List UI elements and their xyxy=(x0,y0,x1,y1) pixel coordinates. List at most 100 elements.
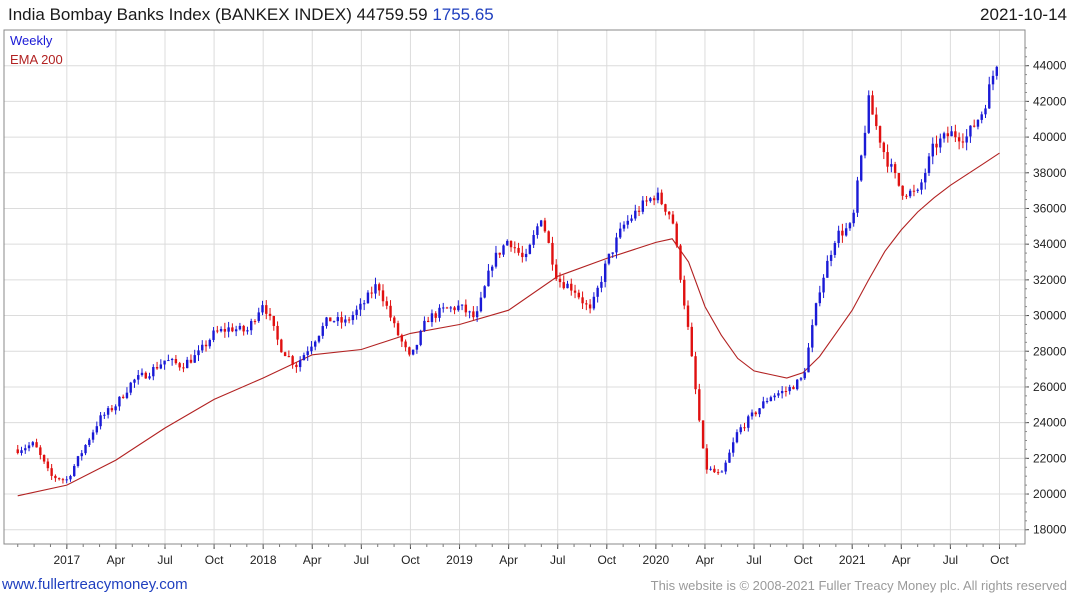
candle-body xyxy=(739,427,742,433)
chart-title: India Bombay Banks Index (BANKEX INDEX) … xyxy=(8,5,494,25)
x-tick-label: Jul xyxy=(943,553,958,567)
candle-body xyxy=(201,344,204,351)
candle-body xyxy=(295,364,298,368)
candle-body xyxy=(137,375,140,380)
candle-body xyxy=(871,95,874,115)
candle-body xyxy=(54,475,57,479)
candle-body xyxy=(694,356,697,390)
candle-body xyxy=(539,220,543,227)
x-tick-label: Oct xyxy=(597,553,616,567)
candle-body xyxy=(479,297,483,312)
candle-body xyxy=(524,253,528,258)
candle-body xyxy=(536,226,539,235)
candle-body xyxy=(197,350,200,356)
candle-body xyxy=(991,75,995,85)
candle-body xyxy=(351,314,355,321)
candle-body xyxy=(818,292,822,304)
candle-body xyxy=(799,378,803,380)
candle-body xyxy=(118,396,121,407)
candle-body xyxy=(856,180,859,213)
candle-body xyxy=(404,341,407,348)
candle-body xyxy=(174,358,178,364)
candle-body xyxy=(362,303,366,305)
candle-body xyxy=(667,211,671,215)
candle-body xyxy=(400,335,404,342)
candle-body xyxy=(246,330,249,332)
candle-body xyxy=(494,252,498,267)
candle-body xyxy=(155,367,159,369)
candle-body xyxy=(219,329,223,332)
candle-body xyxy=(649,198,652,202)
candle-body xyxy=(487,270,490,287)
price-change: 1755.65 xyxy=(432,5,494,24)
candle-body xyxy=(927,156,931,174)
candle-body xyxy=(878,126,882,143)
candle-body xyxy=(185,359,189,369)
y-tick-label: 40000 xyxy=(1033,130,1067,144)
y-tick-label: 30000 xyxy=(1033,309,1067,323)
candle-body xyxy=(133,379,136,383)
candle-body xyxy=(641,200,645,212)
candle-body xyxy=(344,319,347,323)
candle-body xyxy=(475,311,479,318)
candle-body xyxy=(140,372,144,376)
candle-body xyxy=(35,442,38,448)
candle-body xyxy=(359,303,362,310)
candle-body xyxy=(716,472,720,474)
candle-body xyxy=(581,297,584,304)
candle-body xyxy=(652,198,656,201)
candle-body xyxy=(408,347,411,355)
y-tick-label: 38000 xyxy=(1033,166,1067,180)
candle-body xyxy=(460,304,464,306)
candle-body xyxy=(622,224,626,229)
candle-body xyxy=(438,307,441,318)
candle-body xyxy=(811,325,814,348)
site-link[interactable]: www.fullertreacymoney.com xyxy=(2,576,188,593)
candle-body xyxy=(946,133,950,137)
candle-body xyxy=(385,301,388,306)
candle-body xyxy=(615,237,618,253)
candle-body xyxy=(234,329,238,332)
candle-body xyxy=(773,395,776,398)
candle-body xyxy=(837,230,840,244)
candle-body xyxy=(886,152,889,167)
candle-body xyxy=(939,138,942,148)
candle-body xyxy=(502,245,505,255)
candle-body xyxy=(291,356,294,365)
candle-body xyxy=(683,279,686,306)
candle-body xyxy=(306,351,309,356)
candle-body xyxy=(796,379,799,390)
candle-body xyxy=(517,247,520,253)
candle-body xyxy=(468,311,471,313)
x-tick-label: 2019 xyxy=(446,553,473,567)
x-tick-label: Oct xyxy=(794,553,813,567)
candle-body xyxy=(555,264,558,279)
candle-body xyxy=(204,344,208,347)
y-tick-label: 20000 xyxy=(1033,487,1067,501)
x-tick-label: Oct xyxy=(990,553,1009,567)
candle-body xyxy=(893,164,897,173)
candle-body xyxy=(607,253,611,264)
candle-body xyxy=(724,462,727,472)
x-tick-label: Oct xyxy=(401,553,420,567)
candle-body xyxy=(227,327,230,332)
candle-body xyxy=(411,349,415,355)
candle-body xyxy=(709,468,712,470)
candle-body xyxy=(792,387,795,390)
chart-grid xyxy=(4,30,1025,544)
candle-body xyxy=(317,335,321,342)
candle-body xyxy=(690,326,693,357)
candle-body xyxy=(634,210,637,219)
candle-body xyxy=(822,277,825,293)
candle-body xyxy=(814,303,818,326)
candle-body xyxy=(976,119,980,127)
candle-body xyxy=(84,444,87,454)
x-tick-label: Apr xyxy=(696,553,715,567)
y-tick-label: 42000 xyxy=(1033,94,1067,108)
candle-body xyxy=(42,454,46,462)
candle-body xyxy=(170,358,174,361)
candle-body xyxy=(528,244,532,254)
candle-body xyxy=(916,189,919,191)
candle-body xyxy=(419,330,422,345)
